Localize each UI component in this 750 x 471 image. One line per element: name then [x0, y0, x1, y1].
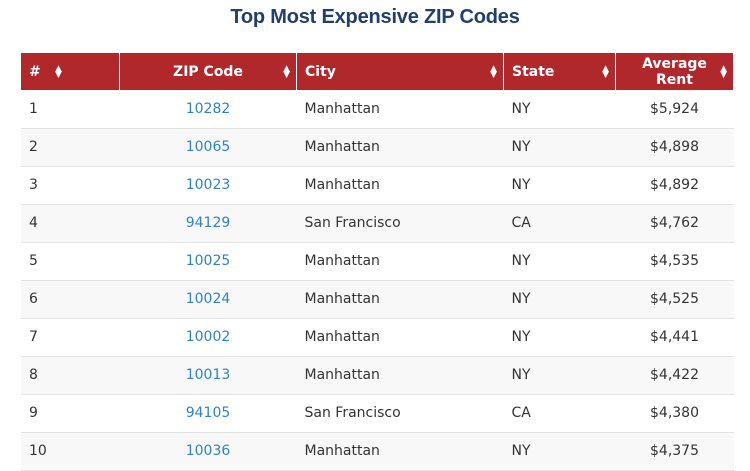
- average-rent-cell: $4,892: [650, 177, 699, 193]
- state-cell: NY: [511, 329, 531, 345]
- sort-icon[interactable]: ▲ ▼: [55, 63, 62, 80]
- zip-code-link[interactable]: 94105: [185, 405, 231, 421]
- zip-code-link[interactable]: 10282: [185, 100, 231, 117]
- column-header-rank[interactable]: # ▲ ▼: [21, 53, 120, 90]
- table-row: 1 10282 Manhattan NY $5,924: [21, 90, 734, 128]
- rank-cell: 1: [29, 100, 38, 117]
- rank-cell: 5: [29, 253, 38, 269]
- zip-cell: 94105: [120, 394, 297, 432]
- average-rent-cell: $4,380: [650, 405, 699, 421]
- average-rent-cell: $4,898: [650, 139, 699, 155]
- zip-cell: 94129: [120, 204, 297, 242]
- rank-cell: 6: [29, 291, 38, 307]
- average-rent-cell: $4,422: [650, 367, 699, 383]
- rank-cell: 2: [29, 139, 38, 155]
- zip-code-link[interactable]: 10023: [185, 177, 231, 193]
- table-row: 7 10002 Manhattan NY $4,441: [21, 318, 734, 356]
- state-cell: NY: [511, 253, 531, 269]
- state-cell: NY: [511, 177, 531, 193]
- state-cell: NY: [511, 100, 531, 117]
- state-cell: NY: [511, 443, 531, 459]
- city-cell: Manhattan: [304, 367, 380, 383]
- sort-icon[interactable]: ▲ ▼: [720, 63, 727, 80]
- page-title: Top Most Expensive ZIP Codes: [230, 6, 520, 28]
- table-row: 5 10025 Manhattan NY $4,535: [21, 242, 734, 280]
- rank-cell: 10: [29, 443, 47, 459]
- table-row: 9 94105 San Francisco CA $4,380: [21, 394, 734, 432]
- zip-cell: 10065: [120, 128, 297, 166]
- city-cell: Manhattan: [304, 443, 380, 459]
- column-header-city[interactable]: City ▲ ▼: [296, 53, 504, 90]
- average-rent-cell: $5,924: [650, 100, 699, 117]
- average-rent-cell: $4,762: [650, 215, 699, 231]
- rank-cell: 7: [29, 329, 38, 345]
- column-label: State: [512, 63, 555, 80]
- zip-code-link[interactable]: 10013: [185, 367, 231, 383]
- table-row: 10 10036 Manhattan NY $4,375: [21, 432, 734, 470]
- zip-cell: 10024: [120, 280, 297, 318]
- sort-icon[interactable]: ▲ ▼: [602, 63, 609, 80]
- zip-cell: 10002: [120, 318, 297, 356]
- zip-code-link[interactable]: 10002: [185, 329, 231, 345]
- zip-cell: 10023: [120, 166, 297, 204]
- table-row: 4 94129 San Francisco CA $4,762: [21, 204, 734, 242]
- sort-icon[interactable]: ▲ ▼: [490, 63, 497, 80]
- state-cell: NY: [511, 139, 531, 155]
- state-cell: NY: [511, 291, 531, 307]
- zip-code-link[interactable]: 10025: [185, 253, 231, 269]
- zip-code-link[interactable]: 10036: [185, 443, 231, 459]
- city-cell: Manhattan: [304, 253, 380, 269]
- rank-cell: 8: [29, 367, 38, 383]
- average-rent-cell: $4,535: [650, 253, 699, 269]
- average-rent-cell: $4,441: [650, 329, 699, 345]
- table-row: 2 10065 Manhattan NY $4,898: [21, 128, 734, 166]
- state-cell: CA: [511, 215, 531, 231]
- city-cell: San Francisco: [304, 215, 401, 231]
- state-cell: CA: [511, 405, 531, 421]
- state-cell: NY: [511, 367, 531, 383]
- zip-cell: 10013: [120, 356, 297, 394]
- zip-codes-table: # ▲ ▼ ZIP Code ▲ ▼ City ▲ ▼ State ▲ ▼ Averag…: [21, 53, 734, 471]
- table-row: 3 10023 Manhattan NY $4,892: [21, 166, 734, 204]
- city-cell: Manhattan: [304, 139, 380, 155]
- zip-cell: 10036: [120, 432, 297, 470]
- rank-cell: 9: [29, 405, 38, 421]
- zip-code-link[interactable]: 10065: [185, 139, 231, 155]
- column-header-state[interactable]: State ▲ ▼: [503, 53, 616, 90]
- column-header-average-rent[interactable]: Average Rent ▲ ▼: [615, 53, 734, 90]
- column-label: ZIP Code: [173, 63, 243, 80]
- column-label: Average Rent: [642, 55, 707, 88]
- table-row: 6 10024 Manhattan NY $4,525: [21, 280, 734, 318]
- sort-icon[interactable]: ▲ ▼: [283, 63, 290, 80]
- zip-code-link[interactable]: 10024: [185, 291, 231, 307]
- city-cell: Manhattan: [304, 100, 380, 117]
- column-label: #: [29, 63, 41, 80]
- city-cell: Manhattan: [304, 291, 380, 307]
- table-row: 8 10013 Manhattan NY $4,422: [21, 356, 734, 394]
- zip-code-link[interactable]: 94129: [185, 215, 231, 231]
- average-rent-cell: $4,525: [650, 291, 699, 307]
- table-header-row: # ▲ ▼ ZIP Code ▲ ▼ City ▲ ▼ State ▲ ▼ Averag…: [21, 53, 734, 90]
- rank-cell: 4: [29, 215, 38, 231]
- zip-cell: 10282: [120, 90, 297, 128]
- column-label: City: [305, 63, 336, 80]
- zip-cell: 10025: [120, 242, 297, 280]
- rank-cell: 3: [29, 177, 38, 193]
- city-cell: San Francisco: [304, 405, 401, 421]
- city-cell: Manhattan: [304, 177, 380, 193]
- average-rent-cell: $4,375: [650, 443, 699, 459]
- column-header-zip[interactable]: ZIP Code ▲ ▼: [119, 53, 297, 90]
- city-cell: Manhattan: [304, 329, 380, 345]
